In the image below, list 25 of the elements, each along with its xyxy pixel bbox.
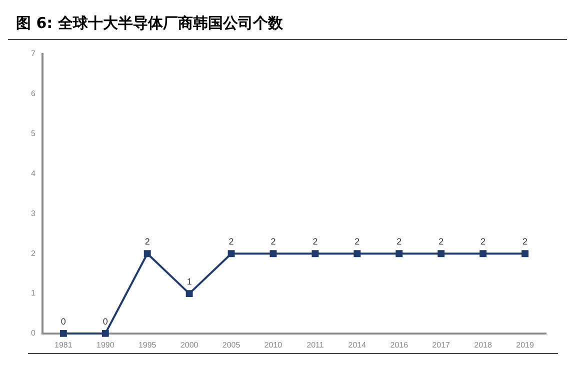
data-label: 0 bbox=[60, 316, 66, 326]
data-label: 2 bbox=[228, 236, 234, 247]
point bbox=[186, 290, 193, 297]
point bbox=[438, 250, 445, 258]
data-label: 2 bbox=[438, 236, 444, 247]
point bbox=[60, 330, 67, 337]
point bbox=[522, 250, 528, 258]
data-label: 2 bbox=[312, 236, 318, 247]
data-label: 2 bbox=[522, 236, 528, 247]
data-label: 2 bbox=[480, 236, 486, 247]
data-label: 2 bbox=[144, 236, 150, 247]
point bbox=[480, 250, 487, 258]
point bbox=[102, 330, 109, 337]
data-label: 1 bbox=[186, 276, 192, 287]
data-label: 2 bbox=[396, 236, 402, 247]
data-label: 2 bbox=[270, 236, 276, 247]
point bbox=[396, 250, 403, 258]
point bbox=[312, 250, 319, 258]
chart-title: 图 6: 全球十大半导体厂商韩国公司个数 bbox=[8, 8, 567, 40]
data-label: 2 bbox=[354, 236, 360, 247]
data-label: 0 bbox=[102, 316, 108, 326]
point bbox=[228, 250, 235, 258]
point bbox=[354, 250, 361, 258]
point bbox=[270, 250, 277, 258]
point bbox=[144, 250, 151, 258]
